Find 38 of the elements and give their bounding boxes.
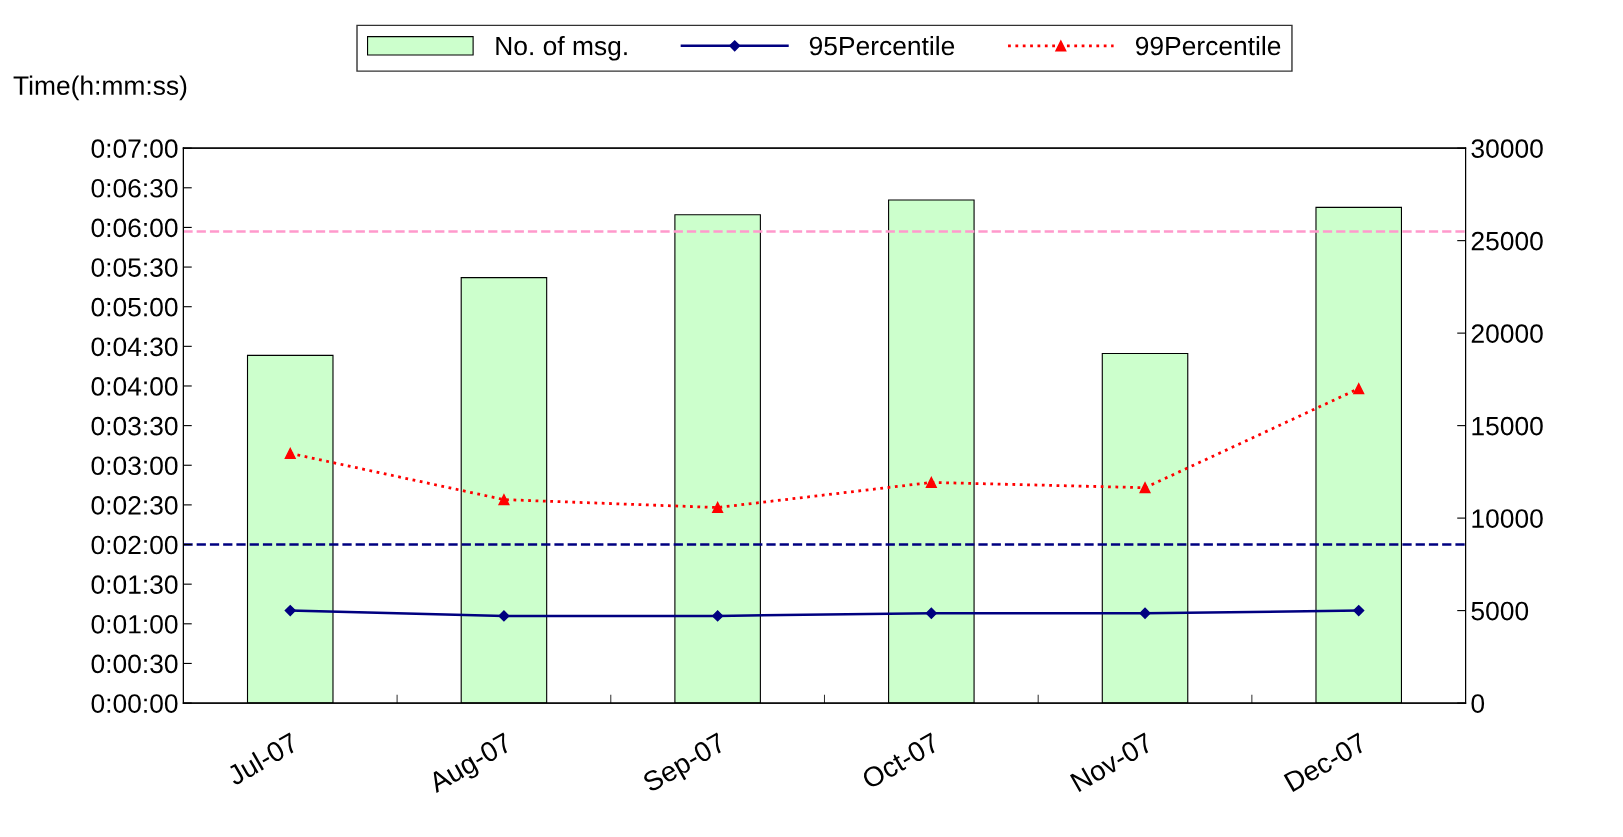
- point: [498, 610, 510, 622]
- y-tick-label: 0:06:30: [91, 178, 178, 198]
- y-tick-label: 0:02:30: [91, 496, 178, 515]
- y-tick-label: 0:05:00: [91, 297, 178, 317]
- point: [284, 604, 296, 617]
- y-tick-label: 0:06:00: [91, 218, 178, 238]
- point: [1353, 604, 1365, 617]
- y-tick-label: 0:00:30: [91, 654, 178, 674]
- point: [925, 607, 937, 619]
- point: [1139, 607, 1151, 619]
- y-tick-label: 0:04:30: [91, 337, 178, 357]
- y-tick-label: 0:05:30: [91, 258, 178, 277]
- y-tick-label: 0:01:00: [91, 614, 178, 634]
- y-tick-label: 0:03:00: [91, 456, 178, 476]
- point: [284, 447, 296, 459]
- y-tick-label: 0:03:30: [91, 416, 178, 436]
- y2-tick-label: 15000: [1472, 416, 1543, 436]
- point: [925, 476, 937, 488]
- y2-tick-label: 5000: [1471, 601, 1529, 621]
- legend-label: No. of msg.: [496, 35, 627, 61]
- y2-tick-label: 20000: [1471, 324, 1543, 343]
- y2-tick-label: 10000: [1472, 509, 1543, 528]
- point: [1139, 482, 1151, 494]
- point: [712, 610, 724, 622]
- point: [712, 501, 724, 514]
- y-tick-label: 0:02:00: [91, 535, 178, 555]
- y-axis-title: Time(h:mm:ss): [13, 75, 187, 101]
- y2-tick-label: 30000: [1471, 139, 1543, 158]
- y2-tick-label: 0: [1471, 694, 1485, 713]
- y2-tick-label: 25000: [1471, 231, 1543, 251]
- legend-label: 95Percentile: [809, 35, 955, 56]
- y-tick-label: 0:07:00: [91, 139, 178, 158]
- y-tick-label: 0:01:30: [91, 575, 178, 594]
- legend-label: 99Percentile: [1135, 35, 1281, 56]
- point: [1353, 383, 1365, 395]
- y-tick-label: 0:00:00: [91, 694, 178, 713]
- point: [498, 494, 510, 506]
- y-tick-label: 0:04:00: [91, 377, 178, 396]
